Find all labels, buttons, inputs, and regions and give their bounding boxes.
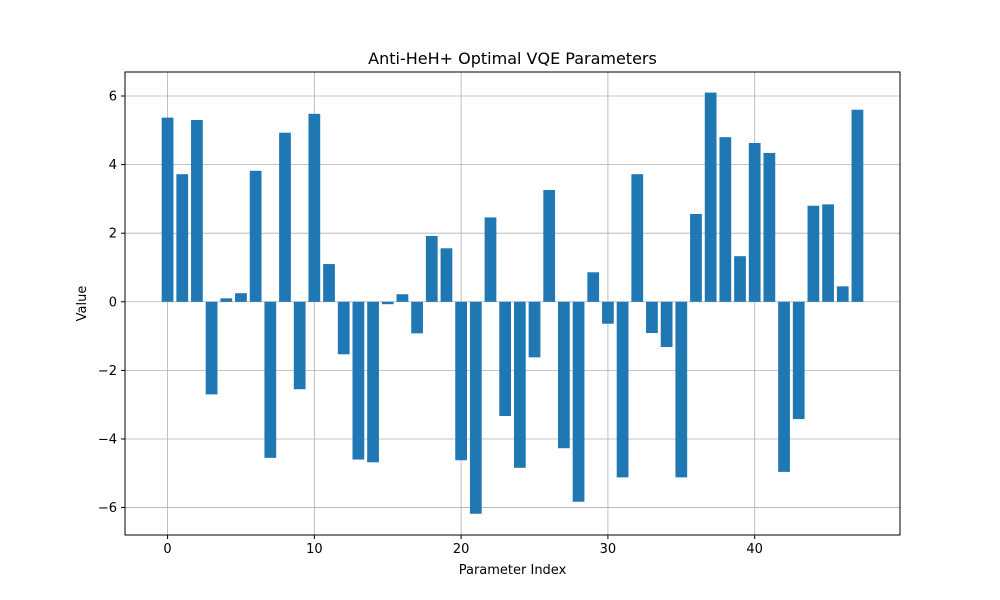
axis-ticks: 0 10 20 30 40 −6 −4 −2 0 2 4 6 [98, 90, 763, 557]
bar-32 [631, 174, 644, 302]
bar-24 [513, 301, 526, 468]
bar-30 [602, 301, 614, 324]
bar-39 [734, 256, 746, 302]
x-tick-label: 30 [600, 542, 617, 557]
bar-4 [220, 298, 233, 302]
bar-41 [763, 152, 776, 302]
bar-44 [807, 205, 820, 302]
x-tick-label: 10 [306, 542, 323, 557]
y-tick-label: 2 [109, 227, 117, 242]
y-tick-label: −6 [98, 501, 117, 516]
bar-16 [396, 294, 409, 302]
bar-5 [235, 293, 247, 302]
x-axis-label: Parameter Index [459, 563, 567, 578]
bar-18 [425, 235, 438, 302]
x-tick-label: 20 [453, 542, 470, 557]
bars [161, 92, 864, 514]
bar-40 [748, 142, 761, 302]
bar-2 [191, 120, 203, 302]
bar-27 [558, 301, 570, 449]
bar-8 [279, 132, 291, 302]
bar-11 [323, 264, 335, 302]
y-axis-label: Value [75, 286, 90, 322]
bar-26 [543, 189, 556, 302]
bar-33 [646, 301, 658, 333]
y-tick-label: 4 [109, 158, 117, 173]
bar-43 [792, 301, 805, 420]
bar-29 [587, 272, 600, 302]
bar-13 [352, 301, 365, 460]
bar-14 [367, 301, 379, 463]
bar-17 [411, 301, 423, 334]
x-tick-label: 0 [163, 542, 171, 557]
bar-35 [675, 301, 688, 478]
bar-15 [381, 301, 394, 305]
bar-31 [616, 301, 629, 478]
bar-36 [690, 213, 702, 302]
bar-6 [249, 170, 262, 302]
bar-38 [719, 137, 732, 302]
chart-title: Anti-HeH+ Optimal VQE Parameters [368, 49, 657, 68]
y-tick-label: 0 [109, 295, 117, 310]
y-tick-label: 6 [109, 90, 117, 105]
plot-area-frame [124, 71, 901, 536]
y-tick-label: −4 [98, 432, 117, 447]
bar-21 [469, 301, 482, 514]
bar-12 [337, 301, 350, 355]
bar-42 [778, 301, 790, 472]
bar-10 [308, 113, 321, 302]
bar-19 [440, 248, 453, 302]
y-tick-label: −2 [98, 364, 117, 379]
bar-7 [264, 301, 277, 458]
bar-47 [851, 109, 864, 302]
bar-25 [528, 301, 541, 358]
bar-22 [484, 217, 497, 302]
bar-45 [822, 204, 834, 302]
bar-28 [572, 301, 585, 502]
bar-0 [161, 117, 174, 302]
x-tick-label: 40 [746, 542, 763, 557]
bar-23 [499, 301, 512, 416]
bar-46 [836, 286, 849, 302]
bar-3 [205, 301, 218, 395]
bar-37 [704, 92, 717, 302]
bar-1 [176, 174, 189, 302]
bar-9 [293, 301, 306, 390]
bar-20 [455, 301, 467, 461]
bar-34 [660, 301, 673, 348]
